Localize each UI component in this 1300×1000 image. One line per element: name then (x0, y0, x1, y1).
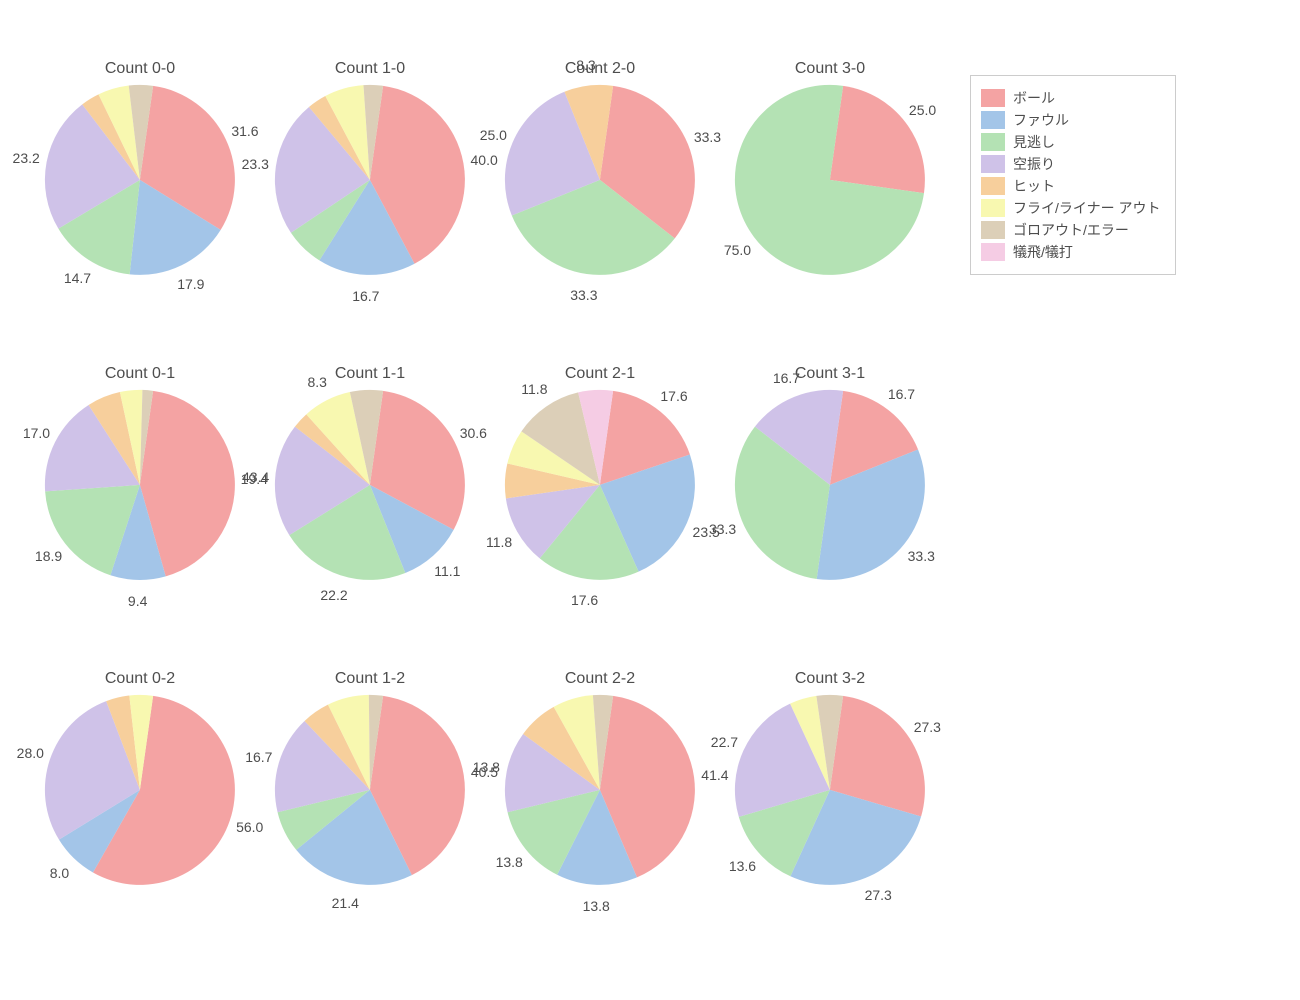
legend-label: 空振り (1013, 154, 1055, 174)
legend-item: ヒット (981, 176, 1161, 196)
legend-item: 犠飛/犠打 (981, 242, 1161, 262)
legend-swatch (981, 199, 1005, 217)
chart-grid: Count 0-031.617.914.723.2Count 1-040.016… (0, 0, 1300, 1000)
legend-item: 空振り (981, 154, 1161, 174)
pie-chart (684, 644, 976, 936)
legend-swatch (981, 111, 1005, 129)
legend-item: ファウル (981, 110, 1161, 130)
legend-item: ボール (981, 88, 1161, 108)
legend-label: ヒット (1013, 176, 1055, 196)
legend-label: ゴロアウト/エラー (1013, 220, 1129, 240)
legend-label: ファウル (1013, 110, 1069, 130)
pie-slice (830, 86, 925, 193)
legend-swatch (981, 221, 1005, 239)
legend-item: フライ/ライナー アウト (981, 198, 1161, 218)
legend-item: ゴロアウト/エラー (981, 220, 1161, 240)
legend-swatch (981, 155, 1005, 173)
legend-swatch (981, 243, 1005, 261)
legend-item: 見逃し (981, 132, 1161, 152)
legend-swatch (981, 89, 1005, 107)
legend-label: 見逃し (1013, 132, 1055, 152)
legend-label: 犠飛/犠打 (1013, 242, 1073, 262)
pie-chart (684, 339, 976, 631)
legend-swatch (981, 177, 1005, 195)
legend-label: フライ/ライナー アウト (1013, 198, 1161, 218)
legend-swatch (981, 133, 1005, 151)
legend: ボールファウル見逃し空振りヒットフライ/ライナー アウトゴロアウト/エラー犠飛/… (970, 75, 1176, 275)
pie-chart (684, 34, 976, 326)
legend-label: ボール (1013, 88, 1055, 108)
